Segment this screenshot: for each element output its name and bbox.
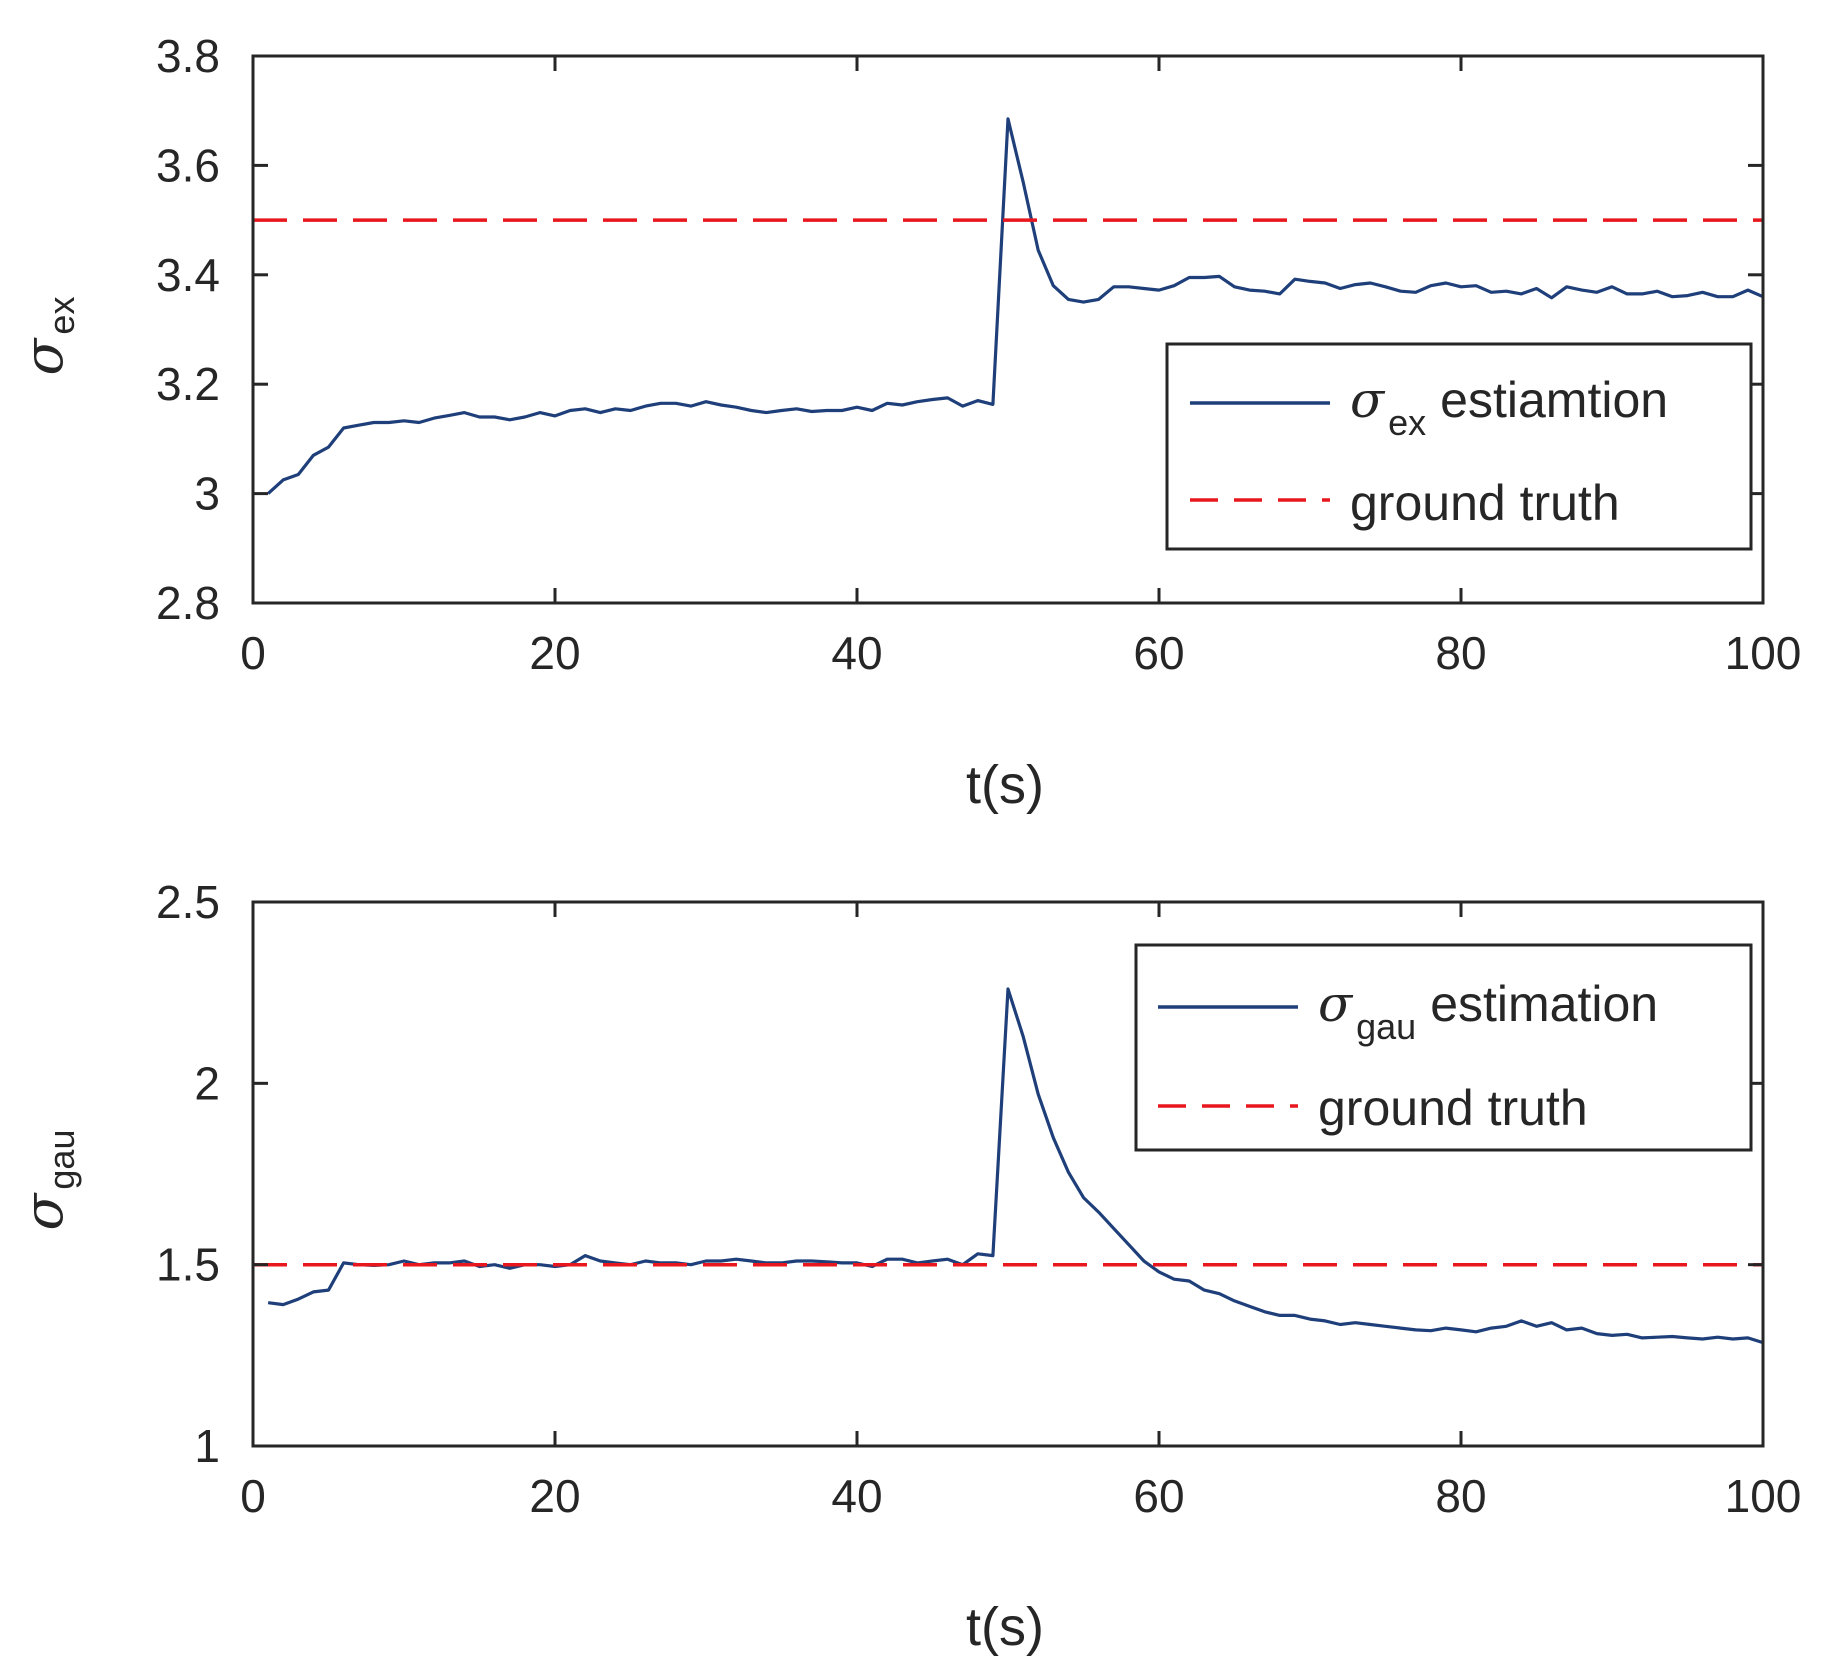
top-legend-estimate-symbol: σ bbox=[1350, 371, 1386, 429]
top-y-tick-label: 3.8 bbox=[156, 30, 220, 82]
top-legend-estimate-label: σ ex estiamtion bbox=[1350, 371, 1668, 443]
top-legend: σ ex estiamtion ground truth bbox=[1165, 342, 1753, 551]
bottom-legend-truth-label: ground truth bbox=[1318, 1080, 1588, 1136]
top-x-tick-label: 0 bbox=[240, 627, 266, 679]
top-legend-estimate-text: estiamtion bbox=[1440, 372, 1668, 428]
top-axes-frame bbox=[251, 54, 1765, 605]
bottom-legend-box bbox=[1134, 943, 1753, 1152]
top-x-tick-label: 60 bbox=[1133, 627, 1184, 679]
top-x-tick-label: 40 bbox=[831, 627, 882, 679]
top-x-tick-label: 100 bbox=[1725, 627, 1802, 679]
bottom-plot-axes: 0 20 40 60 80 100 1 1.5 2 2.5 bbox=[156, 876, 1801, 1522]
top-y-tick-label: 3.4 bbox=[156, 249, 220, 301]
bottom-y-axis-subscript: gau bbox=[41, 1130, 82, 1190]
top-y-axis-subscript: ex bbox=[41, 297, 82, 335]
bottom-x-tick-label: 40 bbox=[831, 1470, 882, 1522]
top-plot-axes: 0 20 40 60 80 100 2.8 3 3.2 3.4 3.6 3.8 bbox=[156, 30, 1801, 679]
bottom-plot-series-layer bbox=[253, 987, 1764, 1345]
bottom-axes-frame bbox=[251, 900, 1765, 1448]
bottom-legend-estimate-label: σ gau estimation bbox=[1318, 975, 1658, 1047]
top-series-estimation-line bbox=[267, 117, 1764, 495]
bottom-legend-estimate-subscript: gau bbox=[1356, 1006, 1416, 1047]
bottom-y-tick-label: 2.5 bbox=[156, 876, 220, 928]
bottom-legend-estimate-text: estimation bbox=[1430, 976, 1658, 1032]
top-y-axis-title: σex bbox=[12, 297, 82, 376]
top-x-axis-title: t(s) bbox=[966, 755, 1044, 815]
bottom-legend: σ gau estimation ground truth bbox=[1134, 943, 1753, 1152]
top-x-tick-label: 20 bbox=[529, 627, 580, 679]
bottom-y-tick-label: 2 bbox=[194, 1057, 220, 1109]
bottom-y-tick-label: 1.5 bbox=[156, 1239, 220, 1291]
top-y-tick-label: 3.6 bbox=[156, 139, 220, 191]
bottom-y-axis-title: σgau bbox=[12, 1130, 82, 1231]
bottom-y-axis-symbol: σ bbox=[12, 1191, 75, 1230]
top-y-tick-label: 2.8 bbox=[156, 577, 220, 629]
top-x-tick-label: 80 bbox=[1435, 627, 1486, 679]
bottom-x-tick-label: 20 bbox=[529, 1470, 580, 1522]
bottom-x-tick-label: 0 bbox=[240, 1470, 266, 1522]
bottom-x-tick-label: 80 bbox=[1435, 1470, 1486, 1522]
bottom-y-tick-label: 1 bbox=[194, 1420, 220, 1472]
bottom-legend-estimate-symbol: σ bbox=[1318, 975, 1354, 1033]
top-y-axis-symbol: σ bbox=[12, 336, 75, 375]
svg-text:σex: σex bbox=[12, 297, 82, 376]
top-plot-series-layer bbox=[253, 117, 1764, 495]
top-legend-box bbox=[1165, 342, 1753, 551]
svg-text:σgau: σgau bbox=[12, 1130, 82, 1231]
bottom-x-tick-label: 60 bbox=[1133, 1470, 1184, 1522]
top-y-tick-label: 3.2 bbox=[156, 358, 220, 410]
top-y-tick-label: 3 bbox=[194, 468, 220, 520]
bottom-series-estimation-line bbox=[267, 987, 1764, 1345]
bottom-x-axis-title: t(s) bbox=[966, 1597, 1044, 1657]
top-legend-estimate-subscript: ex bbox=[1388, 402, 1426, 443]
bottom-x-tick-label: 100 bbox=[1725, 1470, 1802, 1522]
top-legend-truth-label: ground truth bbox=[1350, 475, 1620, 531]
